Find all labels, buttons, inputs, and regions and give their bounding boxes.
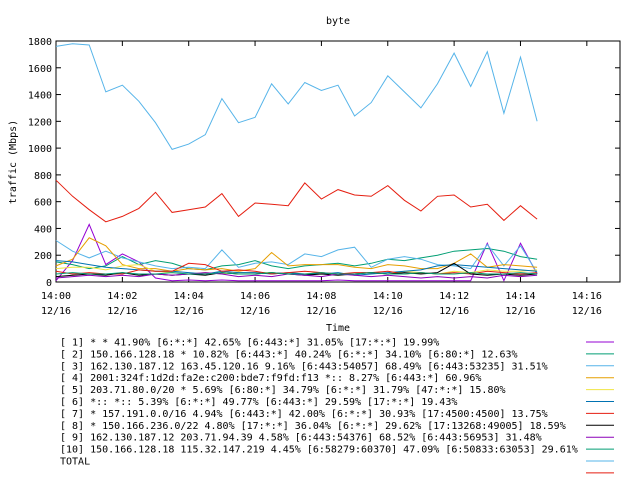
x-tick-label-time: 14:06 [240,291,270,302]
y-tick-label: 1600 [28,64,52,75]
legend-entry-label: [ 5] 203.71.80.0/20 * 5.69% [6:80:*] 34.… [60,385,506,396]
x-tick-label-date: 12/16 [174,306,204,317]
legend-entry-label: [ 6] *:: *:: 5.39% [6:*:*] 49.77% [6:443… [60,397,457,408]
series-line-1 [55,223,538,282]
series-line-11 [55,43,538,150]
series-line-4 [55,237,538,272]
x-tick-label-time: 14:12 [439,291,469,302]
axis-ticks: 0 200 400 600 800 1000 1200 1400 1600 1800 14:00 12… [28,37,620,317]
legend-entry-label: [ 2] 150.166.128.18 * 10.82% [6:443:*] 4… [60,349,518,360]
series-line-9 [55,272,538,279]
legend-entry-label: TOTAL [60,457,90,468]
x-tick-label-date: 12/16 [505,306,535,317]
x-axis-label: Time [326,323,350,334]
legend-entry-label: [10] 150.166.128.18 115.32.147.219 4.45%… [60,445,578,456]
y-tick-label: 600 [34,198,52,209]
y-axis-label: traffic (Mbps) [8,120,19,204]
legend-entry-label: [ 8] * 150.166.236.0/22 4.80% [17:*:*] 3… [60,421,566,432]
x-tick-label-time: 14:02 [107,291,137,302]
series-line-2 [55,247,538,271]
legend-entry-label: [ 3] 162.130.187.12 163.45.120.16 9.16% … [60,361,548,372]
x-tick-label-date: 12/16 [107,306,137,317]
series-line-10 [55,272,538,275]
y-tick-label: 1000 [28,144,52,155]
x-tick-label-date: 12/16 [373,306,403,317]
x-tick-label-time: 14:14 [505,291,535,302]
legend-entry-label: [ 7] * 157.191.0.0/16 4.94% [6:443:*] 42… [60,409,548,420]
x-tick-label-time: 14:00 [41,291,71,302]
legend-entry-label: [ 1] * * 41.90% [6:*:*] 42.65% [6:443:*]… [60,338,439,349]
y-tick-label: 800 [34,171,52,182]
series-line-12 [55,179,538,223]
chart-title: byte [326,16,350,27]
x-tick-label-date: 12/16 [306,306,336,317]
legend-entry-label: [ 9] 162.130.187.12 203.71.94.39 4.58% [… [60,433,542,444]
series-line-3 [55,240,538,273]
x-tick-label-date: 12/16 [439,306,469,317]
series-line-7 [55,262,538,275]
plot-frame [55,40,621,283]
y-tick-label: 0 [46,278,52,289]
y-tick-label: 1400 [28,91,52,102]
x-tick-label-time: 14:10 [373,291,403,302]
x-tick-label-time: 14:08 [306,291,336,302]
y-tick-label: 200 [34,251,52,262]
x-tick-label-date: 12/16 [240,306,270,317]
x-tick-label-date: 12/16 [572,306,602,317]
y-tick-label: 400 [34,224,52,235]
legend-entry-label: [ 4] 2001:324f:1d2d:fa2e:c200:bde7:f9fd:… [60,373,481,384]
x-tick-label-time: 14:16 [572,291,602,302]
legend: [ 1] * * 41.90% [6:*:*] 42.65% [6:443:*]… [60,338,614,474]
series-lines [55,43,538,282]
y-tick-label: 1200 [28,117,52,128]
y-tick-label: 1800 [28,37,52,48]
x-tick-label-date: 12/16 [41,306,71,317]
x-tick-label-time: 14:04 [174,291,204,302]
